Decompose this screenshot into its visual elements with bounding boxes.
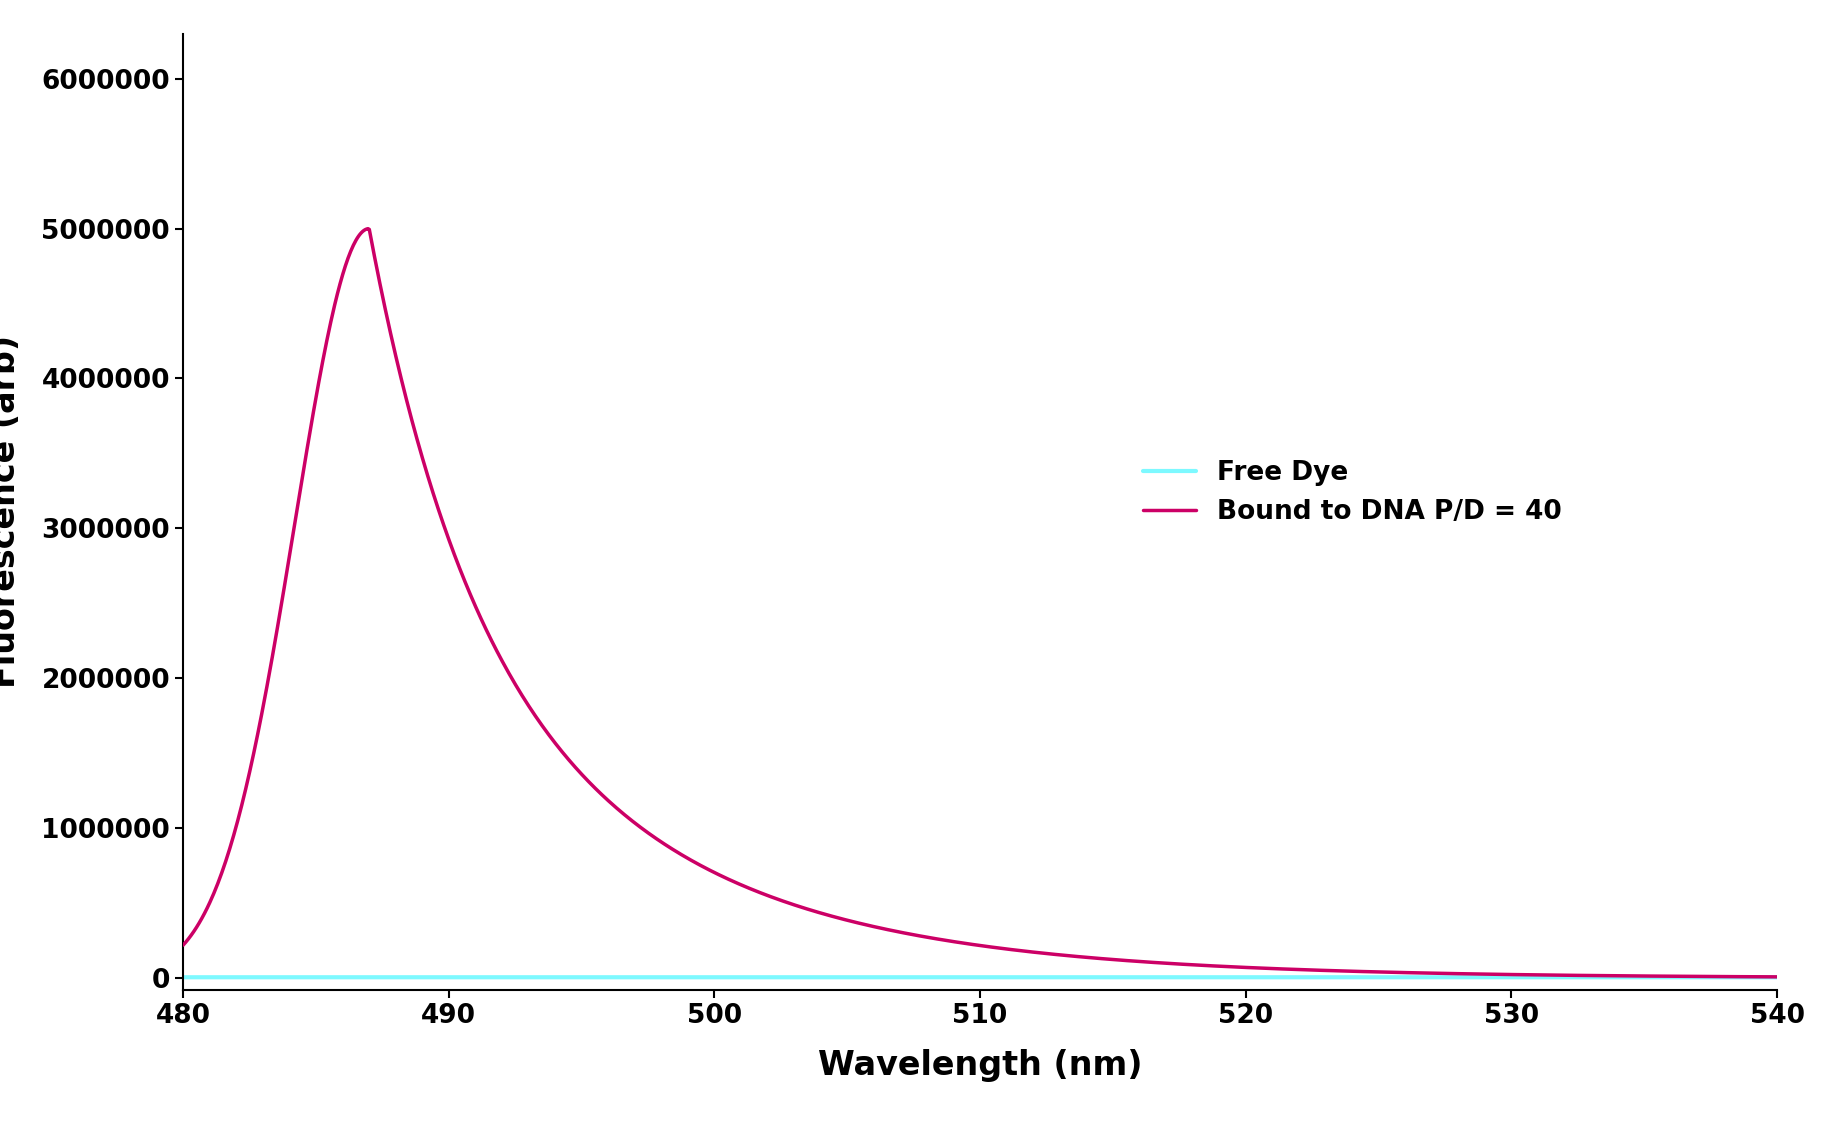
Bound to DNA P/D = 40 [357, 222, 379, 235]
Free Dye [1766, 971, 1788, 984]
Bound to DNA P/D = 40 [711, 870, 733, 883]
Bound to DNA P/D = 40 [1044, 947, 1066, 961]
Free Dye [863, 971, 885, 984]
Y-axis label: Fluorescence (arb): Fluorescence (arb) [0, 335, 22, 688]
Free Dye [172, 971, 194, 984]
Free Dye [442, 971, 463, 984]
Free Dye [383, 971, 405, 984]
Legend: Free Dye, Bound to DNA P/D = 40: Free Dye, Bound to DNA P/D = 40 [1132, 450, 1572, 536]
Bound to DNA P/D = 40 [1011, 944, 1033, 957]
Bound to DNA P/D = 40 [865, 920, 887, 934]
Line: Bound to DNA P/D = 40: Bound to DNA P/D = 40 [183, 228, 1777, 976]
Bound to DNA P/D = 40 [1766, 970, 1788, 983]
Bound to DNA P/D = 40 [442, 544, 463, 558]
Bound to DNA P/D = 40 [385, 350, 407, 363]
Free Dye [709, 971, 731, 984]
Bound to DNA P/D = 40 [172, 938, 194, 952]
Free Dye [1009, 971, 1031, 984]
X-axis label: Wavelength (nm): Wavelength (nm) [817, 1048, 1143, 1081]
Free Dye [1042, 971, 1064, 984]
